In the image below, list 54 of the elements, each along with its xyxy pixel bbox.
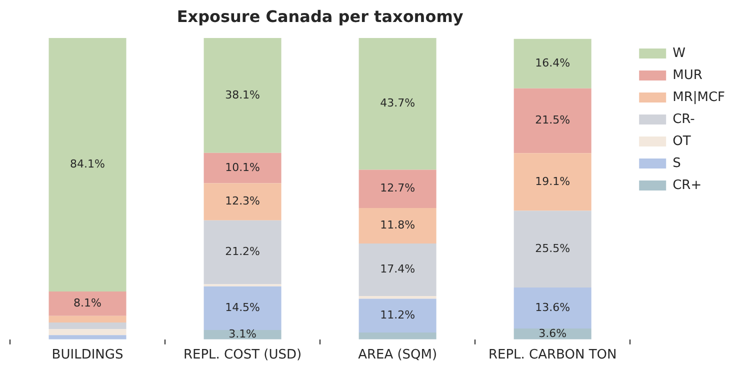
x-tick-label: REPL. CARBON TON: [488, 348, 617, 363]
data-label: 21.2%: [225, 245, 260, 258]
bar: [358, 296, 436, 299]
bar: [358, 332, 436, 340]
bar: [358, 298, 436, 332]
bar: [204, 220, 282, 284]
bar: [358, 208, 436, 244]
data-label: 8.1%: [74, 296, 102, 310]
bar: [358, 244, 436, 296]
bar: [48, 329, 126, 336]
bar: [204, 38, 282, 153]
data-label: 3.6%: [538, 326, 567, 340]
legend-label: W: [672, 46, 686, 61]
bar: [48, 322, 126, 330]
x-tick-label: REPL. COST (USD): [183, 348, 302, 363]
chart-title: Exposure Canada per taxonomy: [176, 7, 464, 26]
bar: [48, 335, 126, 340]
data-label: 13.6%: [535, 300, 570, 314]
bar: [48, 291, 126, 316]
legend-label: S: [672, 156, 681, 171]
bar: [48, 38, 126, 292]
x-tick-label: BUILDINGS: [52, 348, 124, 363]
legend-label: MR|MCF: [672, 90, 726, 105]
data-label: 11.8%: [380, 218, 416, 232]
bar: [514, 288, 592, 329]
data-label: 12.3%: [225, 194, 260, 208]
bar: [358, 38, 436, 170]
data-label: 12.7%: [380, 182, 416, 195]
data-label: 3.1%: [228, 328, 257, 341]
data-label: 84.1%: [70, 158, 105, 171]
bar: [514, 38, 592, 88]
bar: [48, 316, 126, 323]
data-label: 17.4%: [380, 262, 416, 276]
data-label: 16.4%: [535, 56, 570, 70]
data-label: 19.1%: [535, 174, 570, 188]
data-label: 25.5%: [535, 242, 570, 255]
legend-label: CR+: [672, 178, 702, 193]
bar: [204, 152, 282, 184]
legend-label: MUR: [672, 68, 702, 83]
bar: [204, 183, 282, 220]
legend-label: CR-: [672, 112, 696, 127]
bar: [204, 286, 282, 330]
data-label: 11.2%: [380, 308, 416, 322]
legend-label: OT: [672, 134, 691, 149]
data-label: 38.1%: [225, 88, 260, 102]
data-label: 21.5%: [535, 114, 570, 127]
data-label: 43.7%: [380, 96, 416, 110]
bar: [358, 170, 436, 208]
x-tick-label: AREA (SQM): [358, 348, 438, 363]
bar: [514, 153, 592, 211]
bar: [514, 210, 592, 288]
bar: [514, 88, 592, 154]
data-label: 10.1%: [225, 160, 260, 174]
data-label: 14.5%: [225, 301, 260, 314]
